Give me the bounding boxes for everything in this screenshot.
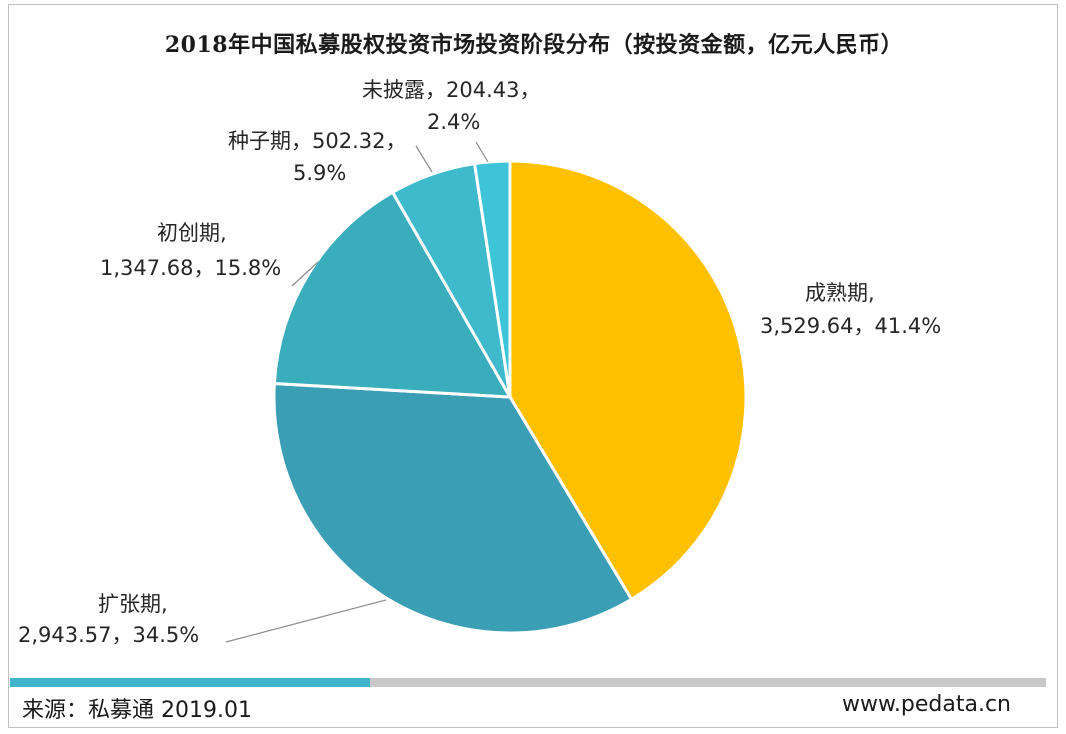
- slice-label-value-2: 1,347.68，15.8%: [100, 256, 281, 280]
- leader-line-1: [225, 599, 387, 643]
- pie-slice-2: [272, 190, 513, 399]
- slice-label-name-1: 扩张期,: [98, 592, 168, 616]
- pie-slice-0: [508, 159, 748, 602]
- slice-label-name-value-4: 未披露，204.43，: [362, 78, 540, 102]
- slice-label-name-2: 初创期,: [157, 221, 227, 245]
- source-text: 来源：私募通 2019.01: [22, 698, 252, 723]
- website-text: www.pedata.cn: [841, 692, 1011, 717]
- slice-label-percent-3: 5.9%: [293, 161, 346, 185]
- slice-label-name-value-3: 种子期，502.32，: [228, 129, 406, 153]
- slice-label-value-0: 3,529.64，41.4%: [760, 314, 941, 338]
- pie-slice-1: [272, 381, 634, 635]
- leader-line-3: [415, 145, 433, 173]
- slice-label-value-1: 2,943.57，34.5%: [18, 623, 199, 647]
- pie-slice-4: [472, 159, 512, 398]
- footer-divider-accent: [10, 678, 370, 687]
- slice-label-name-0: 成熟期,: [805, 281, 875, 305]
- chart-title: 2018年中国私募股权投资市场投资阶段分布（按投资金额，亿元人民币）: [164, 32, 904, 58]
- leader-line-4: [475, 141, 489, 163]
- leader-line-2: [291, 261, 319, 287]
- slice-label-percent-4: 2.4%: [427, 110, 480, 134]
- footer-divider: [10, 678, 1046, 687]
